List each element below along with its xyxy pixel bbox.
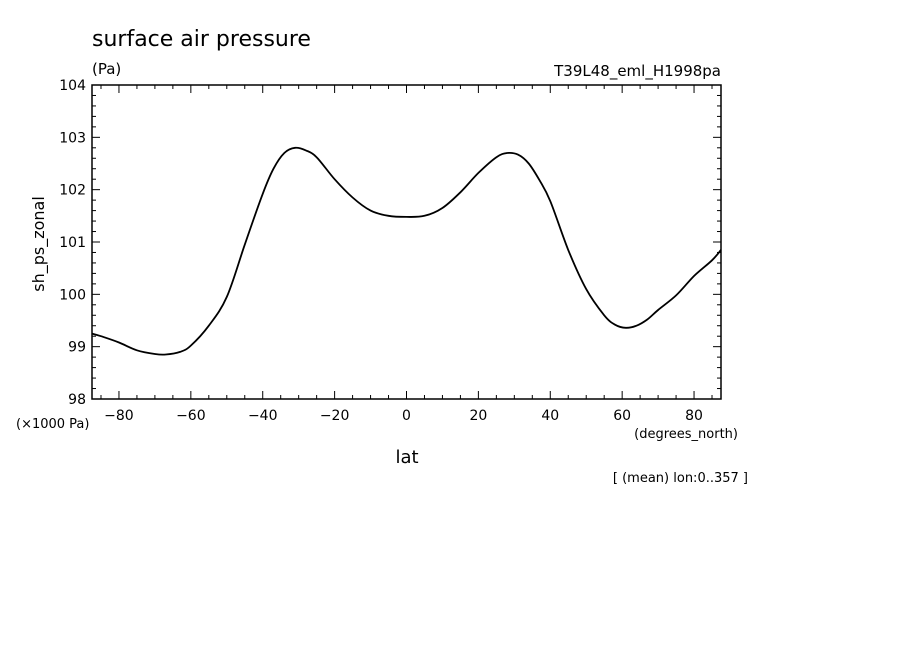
x-tick-label: −40 xyxy=(248,408,278,424)
y-axis-label: sh_ps_zonal xyxy=(29,196,49,292)
y-axis: 98 99 100 101 102 103 104 xyxy=(59,78,721,408)
y-tick-label: 104 xyxy=(59,78,86,94)
y-tick-label: 103 xyxy=(59,130,86,146)
y-tick-label: 98 xyxy=(68,392,86,408)
y-tick-label: 100 xyxy=(59,287,86,303)
y-axis-units: (×1000 Pa) xyxy=(16,417,89,432)
y-tick-label: 101 xyxy=(59,235,86,251)
x-axis: −80 −60 −40 −20 0 20 40 60 80 xyxy=(100,85,713,424)
x-tick-label: 20 xyxy=(469,408,487,424)
chart-title: surface air pressure xyxy=(92,27,311,52)
series-line xyxy=(91,146,722,356)
units-label: (Pa) xyxy=(92,60,121,78)
y-tick-label: 102 xyxy=(59,183,86,199)
x-tick-label: 80 xyxy=(685,408,703,424)
x-tick-label: −60 xyxy=(176,408,206,424)
x-axis-units: (degrees_north) xyxy=(634,427,738,442)
dataset-label: T39L48_eml_H1998pa xyxy=(553,62,721,81)
x-tick-label: 60 xyxy=(613,408,631,424)
x-tick-label: 0 xyxy=(402,408,411,424)
plot-frame xyxy=(91,84,722,400)
x-axis-label: lat xyxy=(395,447,418,468)
mean-note: [ (mean) lon:0..357 ] xyxy=(613,471,748,486)
y-tick-label: 99 xyxy=(68,340,86,356)
x-tick-label: 40 xyxy=(541,408,559,424)
x-tick-label: −80 xyxy=(104,408,134,424)
x-tick-label: −20 xyxy=(320,408,350,424)
